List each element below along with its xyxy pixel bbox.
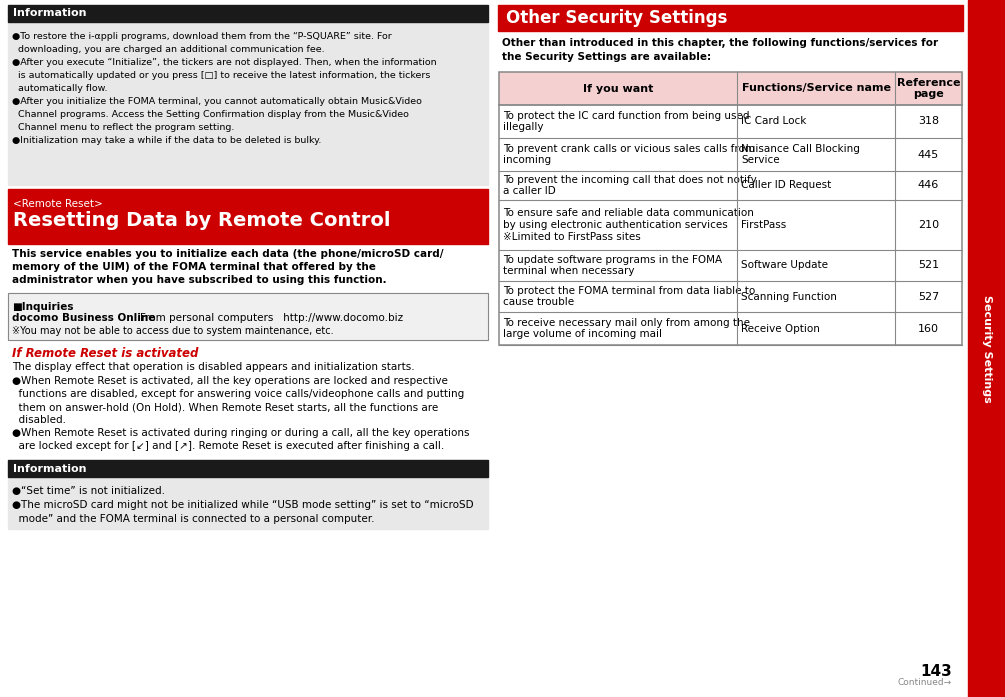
Text: Caller ID Request: Caller ID Request	[741, 181, 831, 190]
Bar	[8, 189, 488, 244]
Text: Channel programs. Access the Setting Confirmation display from the Music&Video: Channel programs. Access the Setting Con…	[12, 110, 409, 119]
Text: FirstPass: FirstPass	[741, 220, 786, 230]
Text: 445: 445	[918, 149, 939, 160]
Text: ●“Set time” is not initialized.: ●“Set time” is not initialized.	[12, 486, 165, 496]
Bar	[499, 72, 737, 105]
Text: are locked except for [↙] and [↗]. Remote Reset is executed after finishing a ca: are locked except for [↙] and [↗]. Remot…	[12, 441, 444, 451]
Text: memory of the UIM) of the FOMA terminal that offered by the: memory of the UIM) of the FOMA terminal …	[12, 262, 376, 272]
Bar	[895, 72, 962, 105]
Bar	[737, 72, 895, 105]
Bar	[499, 171, 962, 200]
Text: ●After you initialize the FOMA terminal, you cannot automatically obtain Music&V: ●After you initialize the FOMA terminal,…	[12, 97, 422, 106]
Text: If Remote Reset is activated: If Remote Reset is activated	[12, 347, 198, 360]
Bar	[498, 5, 963, 31]
Text: To receive necessary mail only from among the
large volume of incoming mail: To receive necessary mail only from amon…	[502, 318, 750, 339]
Text: Other than introduced in this chapter, the following functions/services for: Other than introduced in this chapter, t…	[502, 38, 938, 48]
Bar	[499, 105, 962, 138]
Text: ●When Remote Reset is activated during ringing or during a call, all the key ope: ●When Remote Reset is activated during r…	[12, 428, 469, 438]
Bar	[499, 72, 962, 345]
Text: 318: 318	[918, 116, 939, 126]
Text: To ensure safe and reliable data communication
by using electronic authenticatio: To ensure safe and reliable data communi…	[502, 208, 754, 242]
Bar	[8, 22, 488, 185]
Text: administrator when you have subscribed to using this function.: administrator when you have subscribed t…	[12, 275, 387, 285]
Text: disabled.: disabled.	[12, 415, 66, 425]
Text: Reference
page: Reference page	[896, 77, 960, 99]
Text: Security Settings: Security Settings	[982, 295, 992, 402]
Text: ■Inquiries: ■Inquiries	[12, 302, 73, 312]
Text: automatically flow.: automatically flow.	[12, 84, 108, 93]
Text: To protect the FOMA terminal from data liable to
cause trouble: To protect the FOMA terminal from data l…	[502, 286, 755, 307]
Text: 210: 210	[918, 220, 939, 230]
Text: ●When Remote Reset is activated, all the key operations are locked and respectiv: ●When Remote Reset is activated, all the…	[12, 376, 448, 386]
Text: docomo Business Online: docomo Business Online	[12, 313, 156, 323]
Text: To prevent the incoming call that does not notify
a caller ID: To prevent the incoming call that does n…	[502, 175, 757, 197]
Text: mode” and the FOMA terminal is connected to a personal computer.: mode” and the FOMA terminal is connected…	[12, 514, 375, 524]
Text: IC Card Lock: IC Card Lock	[741, 116, 806, 126]
Text: Receive Option: Receive Option	[741, 323, 820, 333]
Bar	[499, 138, 962, 171]
Text: downloading, you are charged an additional communication fee.: downloading, you are charged an addition…	[12, 45, 325, 54]
Text: Continued→: Continued→	[897, 678, 952, 687]
Text: ●To restore the i-αppli programs, download them from the “P-SQUARE” site. For: ●To restore the i-αppli programs, downlo…	[12, 32, 392, 41]
Text: ●Initialization may take a while if the data to be deleted is bulky.: ●Initialization may take a while if the …	[12, 136, 322, 145]
Text: Information: Information	[13, 8, 86, 19]
Text: 527: 527	[918, 291, 939, 302]
Text: Software Update: Software Update	[741, 261, 828, 270]
Bar	[499, 250, 962, 281]
Bar	[8, 293, 488, 340]
Text: ●After you execute “Initialize”, the tickers are not displayed. Then, when the i: ●After you execute “Initialize”, the tic…	[12, 58, 436, 67]
Bar	[8, 460, 488, 477]
Text: Nuisance Call Blocking
Service: Nuisance Call Blocking Service	[741, 144, 860, 165]
Text: ※You may not be able to access due to system maintenance, etc.: ※You may not be able to access due to sy…	[12, 326, 334, 336]
Text: functions are disabled, except for answering voice calls/videophone calls and pu: functions are disabled, except for answe…	[12, 389, 464, 399]
Text: the Security Settings are available:: the Security Settings are available:	[502, 52, 712, 62]
Text: <Remote Reset>: <Remote Reset>	[13, 199, 103, 209]
Text: ●The microSD card might not be initialized while “USB mode setting” is set to “m: ●The microSD card might not be initializ…	[12, 500, 473, 510]
Text: them on answer-hold (On Hold). When Remote Reset starts, all the functions are: them on answer-hold (On Hold). When Remo…	[12, 402, 438, 412]
Text: Other Security Settings: Other Security Settings	[506, 9, 728, 27]
Text: Functions/Service name: Functions/Service name	[742, 84, 890, 93]
Text: 160: 160	[918, 323, 939, 333]
Text: 446: 446	[918, 181, 939, 190]
Bar	[499, 200, 962, 250]
Text: If you want: If you want	[583, 84, 653, 93]
Text: Resetting Data by Remote Control: Resetting Data by Remote Control	[13, 211, 391, 230]
Bar	[499, 312, 962, 345]
Text: To update software programs in the FOMA
terminal when necessary: To update software programs in the FOMA …	[502, 254, 723, 276]
Bar	[968, 0, 1005, 697]
Text: Scanning Function: Scanning Function	[741, 291, 837, 302]
Bar	[8, 5, 488, 22]
Text: Channel menu to reflect the program setting.: Channel menu to reflect the program sett…	[12, 123, 234, 132]
Text: To protect the IC card function from being used
illegally: To protect the IC card function from bei…	[502, 111, 750, 132]
Text: is automatically updated or you press [□] to receive the latest information, the: is automatically updated or you press [□…	[12, 71, 430, 80]
Bar	[499, 281, 962, 312]
Text: 143: 143	[921, 664, 952, 679]
Bar	[8, 293, 488, 340]
Text: From personal computers   http://www.docomo.biz: From personal computers http://www.docom…	[140, 313, 403, 323]
Text: The display effect that operation is disabled appears and initialization starts.: The display effect that operation is dis…	[12, 362, 415, 372]
Text: To prevent crank calls or vicious sales calls from
incoming: To prevent crank calls or vicious sales …	[502, 144, 755, 165]
Text: This service enables you to initialize each data (the phone/microSD card/: This service enables you to initialize e…	[12, 249, 443, 259]
Text: Information: Information	[13, 464, 86, 473]
Bar	[8, 477, 488, 529]
Text: 521: 521	[918, 261, 939, 270]
